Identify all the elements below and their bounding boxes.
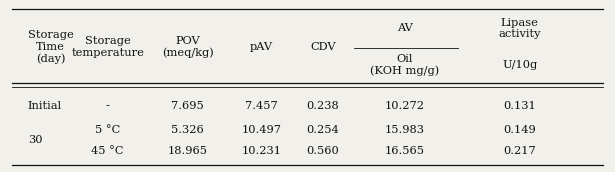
Text: 16.565: 16.565 [384,146,425,155]
Text: 10.272: 10.272 [384,101,425,111]
Text: 0.149: 0.149 [503,125,536,135]
Text: AV: AV [397,23,413,33]
Text: Storage
Time
(day): Storage Time (day) [28,30,73,64]
Text: 0.131: 0.131 [503,101,536,111]
Text: 0.238: 0.238 [306,101,339,111]
Text: 7.457: 7.457 [245,101,278,111]
Text: 30: 30 [28,135,42,145]
Text: -: - [106,101,109,111]
Text: Storage
temperature: Storage temperature [71,36,144,58]
Text: CDV: CDV [310,42,336,52]
Text: Oil
(KOH mg/g): Oil (KOH mg/g) [370,54,439,77]
Text: Initial: Initial [28,101,62,111]
Text: 0.560: 0.560 [306,146,339,155]
Text: 18.965: 18.965 [167,146,208,155]
Text: 0.217: 0.217 [503,146,536,155]
Text: 10.497: 10.497 [241,125,282,135]
Text: pAV: pAV [250,42,273,52]
Text: 5.326: 5.326 [171,125,204,135]
Text: Lipase
activity: Lipase activity [498,18,541,39]
Text: 15.983: 15.983 [384,125,425,135]
Text: 10.231: 10.231 [241,146,282,155]
Text: POV
(meq/kg): POV (meq/kg) [162,36,213,58]
Text: 45 °C: 45 °C [92,146,124,155]
Text: U/10g: U/10g [502,60,538,70]
Text: 5 °C: 5 °C [95,125,121,135]
Text: 0.254: 0.254 [306,125,339,135]
Text: 7.695: 7.695 [171,101,204,111]
